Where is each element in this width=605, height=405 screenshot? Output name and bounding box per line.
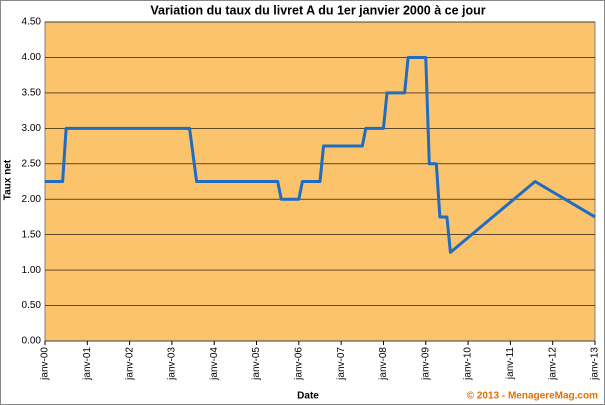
x-tick-label: janv-10	[463, 347, 474, 381]
chart-title: Variation du taux du livret A du 1er jan…	[150, 3, 485, 17]
x-tick-label: janv-06	[293, 347, 304, 381]
x-tick-label: janv-00	[40, 347, 51, 381]
x-tick-label: janv-09	[420, 347, 431, 381]
y-tick-label: 4.00	[22, 52, 42, 63]
x-tick-label: janv-07	[336, 347, 347, 381]
x-tick-label: janv-05	[251, 347, 262, 381]
y-tick-label: 1.50	[22, 229, 42, 240]
y-tick-label: 2.00	[22, 194, 42, 205]
x-axis-label: Date	[297, 391, 319, 402]
x-tick-label: janv-02	[124, 347, 135, 381]
y-tick-label: 3.50	[22, 88, 42, 99]
y-tick-label: 4.50	[22, 17, 42, 28]
x-tick-label: janv-11	[505, 347, 516, 380]
y-tick-label: 0.50	[22, 300, 42, 311]
credit: © 2013 - MenagereMag.com	[467, 391, 598, 402]
y-tick-label: 2.50	[22, 158, 42, 169]
x-tick-label: janv-03	[167, 347, 178, 381]
y-tick-label: 0.00	[22, 336, 42, 347]
y-axis-label: Taux net	[3, 159, 14, 200]
line	[45, 55, 596, 254]
x-tick-label: janv-12	[547, 347, 558, 381]
y-tick-label: 1.00	[22, 265, 42, 276]
x-tick-label: janv-13	[590, 347, 601, 381]
x-tick-label: janv-01	[82, 347, 93, 381]
x-tick-label: janv-08	[378, 347, 389, 381]
x-tick-label: janv-04	[209, 347, 220, 381]
y-tick-label: 3.00	[22, 123, 42, 134]
